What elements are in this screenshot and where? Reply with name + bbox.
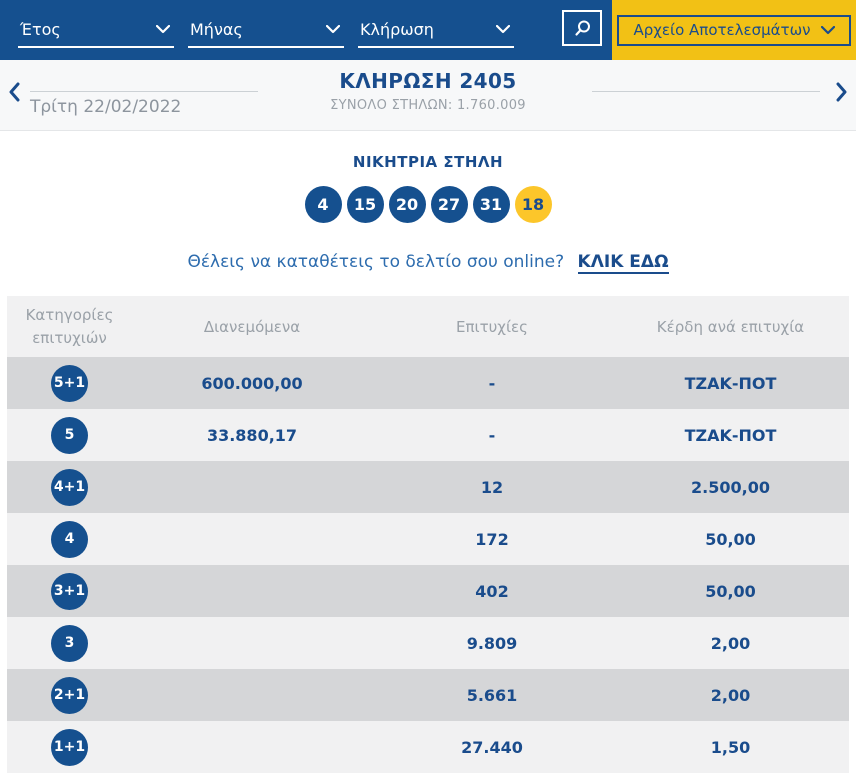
winning-column-title: ΝΙΚΗΤΡΙΑ ΣΤΗΛΗ — [352, 153, 504, 171]
number-ball: 15 — [346, 186, 384, 223]
category-badge: 4 — [51, 520, 88, 558]
table-row: 5+1 600.000,00 - ΤΖΑΚ-ΠΟΤ — [7, 357, 849, 409]
prize-cell: ΤΖΑΚ-ΠΟΤ — [684, 373, 777, 393]
prize-cell: ΤΖΑΚ-ΠΟΤ — [684, 425, 777, 445]
chevron-down-icon — [156, 25, 170, 34]
click-here-link[interactable]: ΚΛΙΚ ΕΔΩ — [577, 252, 669, 274]
filter-bar: Έτος Μήνας Κλήρωση Αρχείο Αποτελεσμάτων — [0, 0, 856, 60]
category-badge: 4+1 — [51, 468, 88, 506]
prize-cell: 2,00 — [710, 685, 751, 705]
number-ball: 31 — [472, 186, 510, 223]
magnifier-icon — [574, 20, 590, 36]
archive-results-label: Αρχείο Αποτελεσμάτων — [633, 21, 811, 39]
category-badge: 3+1 — [51, 572, 88, 610]
table-row: 4 172 50,00 — [7, 513, 849, 565]
archive-band: Αρχείο Αποτελεσμάτων — [612, 0, 856, 60]
winners-cell: 27.440 — [461, 737, 523, 757]
table-header-row: Κατηγορίες επιτυχιών Διανεμόμενα Επιτυχί… — [7, 296, 849, 357]
category-badge: 5 — [51, 416, 88, 454]
chevron-down-icon — [820, 25, 835, 34]
table-row: 3+1 402 50,00 — [7, 565, 849, 617]
prize-cell: 2.500,00 — [691, 477, 770, 497]
table-row: 4+1 12 2.500,00 — [7, 461, 849, 513]
online-cta-text: Θέλεις να καταθέτεις το δελτίο σου onlin… — [187, 252, 565, 272]
month-dropdown[interactable]: Μήνας — [188, 20, 344, 48]
draw-dropdown[interactable]: Κλήρωση — [358, 20, 514, 48]
chevron-down-icon — [326, 25, 340, 34]
table-row: 3 9.809 2,00 — [7, 617, 849, 669]
category-badge: 2+1 — [51, 676, 88, 714]
draw-header: Τρίτη 22/02/2022 ΚΛΗΡΩΣΗ 2405 ΣΥΝΟΛΟ ΣΤΗ… — [0, 60, 856, 131]
prize-cell: 50,00 — [705, 581, 756, 601]
winning-numbers: 4 15 20 27 31 18 — [0, 186, 856, 223]
column-header-winners: Επιτυχίες — [456, 317, 528, 336]
column-header-categories: Κατηγορίες επιτυχιών — [25, 306, 114, 347]
winners-cell: 172 — [475, 529, 509, 549]
draw-total-columns: ΣΥΝΟΛΟ ΣΤΗΛΩΝ: 1.760.009 — [330, 98, 526, 113]
archive-results-button[interactable]: Αρχείο Αποτελεσμάτων — [617, 14, 851, 46]
draw-title: ΚΛΗΡΩΣΗ 2405 — [339, 69, 517, 93]
prize-cell: 2,00 — [710, 633, 751, 653]
table-row: 1+1 27.440 1,50 — [7, 721, 849, 773]
winners-cell: 12 — [480, 477, 504, 497]
filter-bar-blue: Έτος Μήνας Κλήρωση — [0, 0, 612, 60]
winners-cell: - — [488, 373, 496, 393]
table-row: 5 33.880,17 - ΤΖΑΚ-ΠΟΤ — [7, 409, 849, 461]
chevron-down-icon — [496, 25, 510, 34]
prize-cell: 1,50 — [710, 737, 751, 757]
chevron-left-icon — [9, 82, 20, 102]
draw-dropdown-label: Κλήρωση — [360, 20, 434, 39]
number-ball: 20 — [388, 186, 426, 223]
chevron-right-icon — [836, 82, 847, 102]
winners-cell: 5.661 — [466, 685, 518, 705]
divider-line — [30, 91, 258, 92]
prize-cell: 50,00 — [705, 529, 756, 549]
distributed-cell: 33.880,17 — [206, 425, 298, 445]
winners-cell: 402 — [475, 581, 509, 601]
table-row: 2+1 5.661 2,00 — [7, 669, 849, 721]
number-ball: 27 — [430, 186, 468, 223]
search-button[interactable] — [562, 10, 602, 46]
column-header-prize: Κέρδη ανά επιτυχία — [656, 317, 805, 336]
bonus-number-ball: 18 — [514, 186, 552, 223]
year-dropdown-label: Έτος — [20, 20, 61, 39]
year-dropdown[interactable]: Έτος — [18, 20, 174, 48]
winners-cell: 9.809 — [466, 633, 518, 653]
winners-cell: - — [488, 425, 496, 445]
column-header-distributed: Διανεμόμενα — [203, 317, 301, 336]
distributed-cell: 600.000,00 — [201, 373, 303, 393]
category-badge: 5+1 — [51, 364, 88, 402]
draw-date: Τρίτη 22/02/2022 — [30, 97, 182, 117]
previous-draw-button[interactable] — [8, 82, 20, 102]
online-cta: Θέλεις να καταθέτεις το δελτίο σου onlin… — [0, 252, 856, 274]
results-table: Κατηγορίες επιτυχιών Διανεμόμενα Επιτυχί… — [7, 296, 849, 773]
next-draw-button[interactable] — [836, 82, 848, 102]
divider-line — [592, 91, 820, 92]
category-badge: 1+1 — [51, 728, 88, 766]
category-badge: 3 — [51, 624, 88, 662]
month-dropdown-label: Μήνας — [190, 20, 243, 39]
number-ball: 4 — [304, 186, 342, 223]
